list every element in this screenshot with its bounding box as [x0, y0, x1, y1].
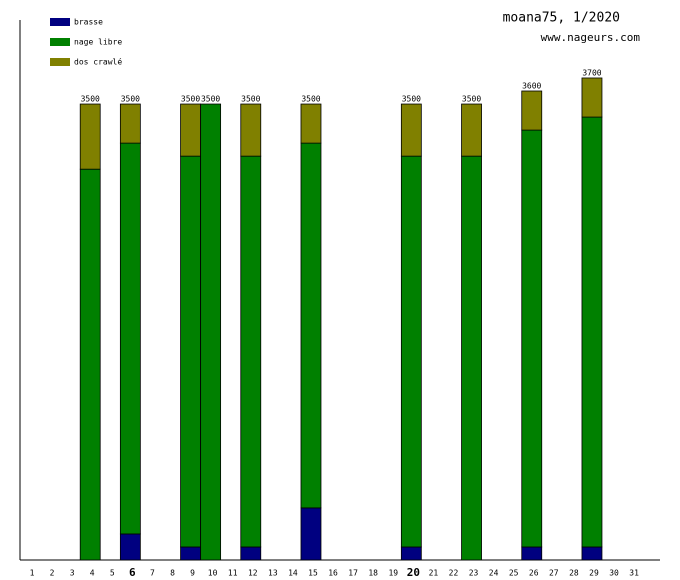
- x-tick-label: 8: [170, 569, 175, 578]
- total-label: 3500: [121, 95, 140, 104]
- bar-segment: [180, 155, 201, 548]
- x-tick-label: 19: [388, 569, 398, 578]
- legend-label: brasse: [74, 18, 103, 27]
- bar-segment: [180, 546, 201, 561]
- x-tick-label: 2: [50, 569, 55, 578]
- x-tick-label: 10: [208, 569, 218, 578]
- bar-segment: [300, 142, 322, 509]
- bar-segment: [521, 90, 543, 131]
- x-tick-label: 6: [129, 566, 136, 579]
- x-tick-label: 20: [407, 566, 420, 579]
- bar-segment: [79, 103, 101, 170]
- x-tick-label: 23: [469, 569, 479, 578]
- total-label: 3700: [582, 68, 601, 77]
- bar-segment: [581, 77, 603, 118]
- bar-segment: [79, 168, 101, 561]
- x-tick-label: 11: [228, 569, 238, 578]
- bar-segment: [200, 103, 222, 561]
- x-tick-label: 3: [70, 569, 75, 578]
- x-tick-label: 18: [368, 569, 378, 578]
- legend-label: nage libre: [74, 38, 122, 47]
- x-tick-label: 31: [629, 569, 639, 578]
- bar-segment: [521, 129, 543, 548]
- bar-segment: [400, 546, 422, 561]
- bar-segment: [581, 546, 603, 561]
- x-tick-label: 13: [268, 569, 278, 578]
- total-label: 3500: [81, 95, 100, 104]
- total-label: 3500: [201, 95, 220, 104]
- total-label: 3500: [402, 95, 421, 104]
- bar-segment: [461, 103, 482, 157]
- x-tick-label: 29: [589, 569, 599, 578]
- bar-segment: [461, 155, 482, 561]
- bar-segment: [119, 103, 141, 144]
- x-tick-label: 17: [348, 569, 358, 578]
- total-label: 3500: [241, 95, 260, 104]
- x-tick-label: 9: [190, 569, 195, 578]
- legend-label: dos crawlé: [74, 57, 122, 67]
- x-tick-label: 28: [569, 569, 579, 578]
- x-tick-label: 27: [549, 569, 559, 578]
- bar-segment: [581, 116, 603, 548]
- bar-segment: [119, 142, 141, 535]
- x-tick-label: 25: [509, 569, 519, 578]
- x-tick-label: 7: [150, 569, 155, 578]
- bar-segment: [119, 533, 141, 561]
- x-tick-label: 5: [110, 569, 115, 578]
- bar-segment: [300, 507, 322, 561]
- total-label: 3600: [522, 82, 541, 91]
- x-tick-label: 4: [90, 569, 95, 578]
- legend-swatch: [50, 38, 70, 46]
- total-label: 3500: [301, 95, 320, 104]
- bar-segment: [300, 103, 322, 144]
- bar-segment: [521, 546, 543, 561]
- x-tick-label: 26: [529, 569, 539, 578]
- chart-subtitle: www.nageurs.com: [541, 31, 641, 44]
- legend-swatch: [50, 58, 70, 66]
- bar-segment: [240, 155, 262, 548]
- bar-segment: [240, 103, 262, 157]
- chart-title: moana75, 1/2020: [503, 11, 620, 26]
- x-tick-label: 16: [328, 569, 338, 578]
- x-tick-label: 22: [449, 569, 459, 578]
- x-tick-label: 24: [489, 569, 499, 578]
- x-tick-label: 30: [609, 569, 619, 578]
- bar-segment: [400, 103, 422, 157]
- legend-swatch: [50, 18, 70, 26]
- x-tick-label: 1: [30, 569, 35, 578]
- bar-segment: [240, 546, 262, 561]
- bar-segment: [180, 103, 201, 157]
- x-tick-label: 21: [429, 569, 439, 578]
- x-tick-label: 15: [308, 569, 318, 578]
- total-label: 3500: [462, 95, 481, 104]
- total-label: 3500: [181, 95, 200, 104]
- x-tick-label: 12: [248, 569, 258, 578]
- x-tick-label: 14: [288, 569, 298, 578]
- bar-segment: [400, 155, 422, 548]
